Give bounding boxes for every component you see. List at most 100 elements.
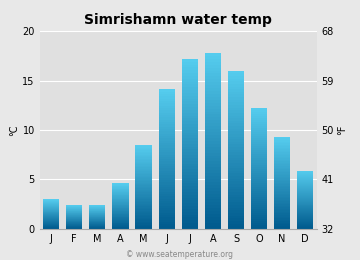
Bar (297, 201, 313, 202)
Bar (66, 227, 82, 228)
Bar (135, 170, 152, 171)
Bar (112, 193, 129, 194)
Bar (43, 210, 59, 211)
Bar (205, 76, 221, 79)
Bar (182, 206, 198, 209)
Bar (297, 199, 313, 200)
Bar (135, 220, 152, 222)
Bar (205, 217, 221, 220)
Bar (43, 204, 59, 205)
Bar (66, 217, 82, 218)
Bar (182, 209, 198, 212)
Bar (89, 209, 105, 210)
Bar (135, 164, 152, 166)
Bar (43, 226, 59, 227)
Bar (205, 211, 221, 214)
Bar (158, 152, 175, 154)
Bar (112, 202, 129, 203)
Bar (182, 73, 198, 76)
Bar (66, 220, 82, 221)
Bar (228, 150, 244, 152)
Bar (205, 141, 221, 144)
Bar (112, 225, 129, 226)
Bar (205, 112, 221, 114)
Bar (297, 228, 313, 229)
Bar (228, 79, 244, 81)
Bar (135, 152, 152, 153)
Bar (112, 213, 129, 214)
Bar (135, 146, 152, 148)
Bar (297, 180, 313, 181)
Bar (158, 106, 175, 108)
Bar (228, 134, 244, 136)
Bar (158, 176, 175, 178)
Bar (112, 209, 129, 210)
Bar (112, 195, 129, 196)
Bar (228, 203, 244, 205)
Bar (274, 151, 290, 152)
Bar (205, 150, 221, 153)
Bar (135, 206, 152, 208)
Bar (112, 219, 129, 220)
Bar (158, 94, 175, 96)
Bar (112, 222, 129, 223)
Bar (228, 226, 244, 229)
Bar (205, 106, 221, 109)
Bar (297, 200, 313, 201)
Bar (135, 222, 152, 223)
Bar (251, 148, 267, 151)
Bar (228, 139, 244, 142)
Bar (112, 210, 129, 211)
Bar (135, 187, 152, 188)
Bar (135, 162, 152, 163)
Bar (274, 212, 290, 213)
Bar (158, 171, 175, 173)
Bar (158, 113, 175, 115)
Bar (89, 207, 105, 208)
Bar (274, 197, 290, 198)
Bar (274, 203, 290, 204)
Bar (182, 124, 198, 127)
Bar (274, 140, 290, 141)
Bar (297, 210, 313, 211)
Bar (135, 198, 152, 199)
Bar (158, 159, 175, 161)
Bar (228, 205, 244, 208)
Bar (43, 219, 59, 220)
Bar (158, 124, 175, 127)
Bar (274, 213, 290, 215)
Bar (89, 215, 105, 216)
Bar (66, 226, 82, 227)
Bar (251, 140, 267, 142)
Bar (205, 91, 221, 94)
Bar (205, 114, 221, 118)
Bar (182, 195, 198, 198)
Bar (251, 124, 267, 126)
Bar (228, 218, 244, 221)
Bar (135, 211, 152, 212)
Bar (135, 148, 152, 149)
Bar (228, 84, 244, 87)
Bar (297, 207, 313, 209)
Bar (158, 141, 175, 143)
Bar (182, 118, 198, 121)
Bar (158, 192, 175, 194)
Bar (158, 157, 175, 159)
Bar (182, 150, 198, 152)
Bar (112, 218, 129, 219)
Bar (297, 185, 313, 186)
Bar (297, 196, 313, 197)
Bar (297, 179, 313, 180)
Bar (112, 226, 129, 227)
Bar (89, 205, 105, 206)
Bar (43, 215, 59, 216)
Bar (274, 152, 290, 154)
Bar (205, 126, 221, 129)
Bar (297, 223, 313, 224)
Bar (112, 216, 129, 217)
Bar (274, 191, 290, 192)
Bar (89, 220, 105, 221)
Bar (274, 209, 290, 210)
Bar (228, 129, 244, 131)
Bar (251, 136, 267, 138)
